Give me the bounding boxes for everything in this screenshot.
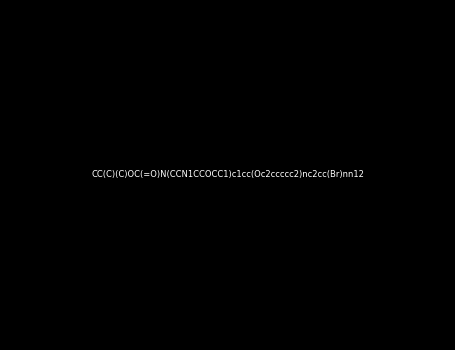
Text: CC(C)(C)OC(=O)N(CCN1CCOCC1)c1cc(Oc2ccccc2)nc2cc(Br)nn12: CC(C)(C)OC(=O)N(CCN1CCOCC1)c1cc(Oc2ccccc…	[91, 170, 364, 180]
